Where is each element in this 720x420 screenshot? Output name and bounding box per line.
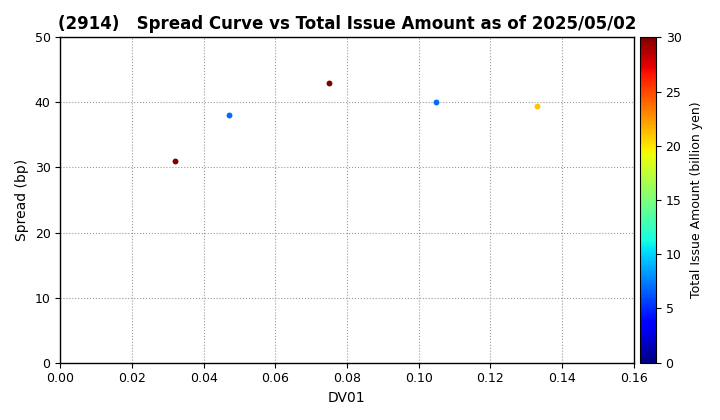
Title: (2914)   Spread Curve vs Total Issue Amount as of 2025/05/02: (2914) Spread Curve vs Total Issue Amoun… <box>58 15 636 33</box>
Y-axis label: Spread (bp): Spread (bp) <box>15 159 29 241</box>
Point <box>223 112 235 119</box>
Point <box>169 158 181 164</box>
Point <box>531 102 543 109</box>
X-axis label: DV01: DV01 <box>328 391 366 405</box>
Y-axis label: Total Issue Amount (billion yen): Total Issue Amount (billion yen) <box>690 102 703 298</box>
Point <box>431 99 442 106</box>
Point <box>323 79 335 86</box>
